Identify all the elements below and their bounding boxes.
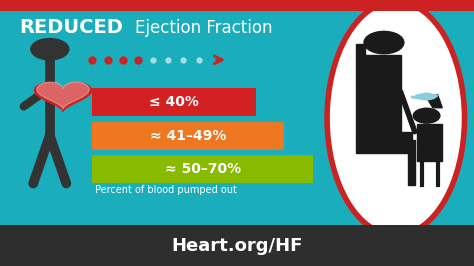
Text: Percent of blood pumped out: Percent of blood pumped out [95, 185, 237, 195]
Text: ≈ 41–49%: ≈ 41–49% [150, 129, 227, 143]
Circle shape [364, 31, 404, 54]
Polygon shape [428, 94, 442, 108]
Polygon shape [356, 44, 365, 140]
Text: Ejection Fraction: Ejection Fraction [135, 19, 273, 37]
Polygon shape [365, 132, 412, 145]
Circle shape [413, 108, 440, 123]
FancyBboxPatch shape [92, 155, 313, 183]
Polygon shape [417, 124, 442, 161]
FancyBboxPatch shape [92, 88, 256, 117]
Polygon shape [408, 153, 415, 185]
FancyBboxPatch shape [0, 225, 474, 266]
Text: ≈ 50–70%: ≈ 50–70% [164, 162, 241, 176]
Polygon shape [35, 82, 91, 111]
Text: ≤ 40%: ≤ 40% [149, 95, 199, 109]
Text: Heart.org/HF: Heart.org/HF [171, 237, 303, 255]
Polygon shape [356, 140, 415, 153]
FancyBboxPatch shape [0, 0, 474, 11]
Circle shape [31, 39, 69, 60]
Polygon shape [37, 82, 89, 109]
FancyBboxPatch shape [92, 122, 284, 149]
Text: REDUCED: REDUCED [19, 18, 123, 38]
Wedge shape [416, 93, 438, 100]
Ellipse shape [327, 1, 465, 235]
Polygon shape [365, 55, 401, 132]
